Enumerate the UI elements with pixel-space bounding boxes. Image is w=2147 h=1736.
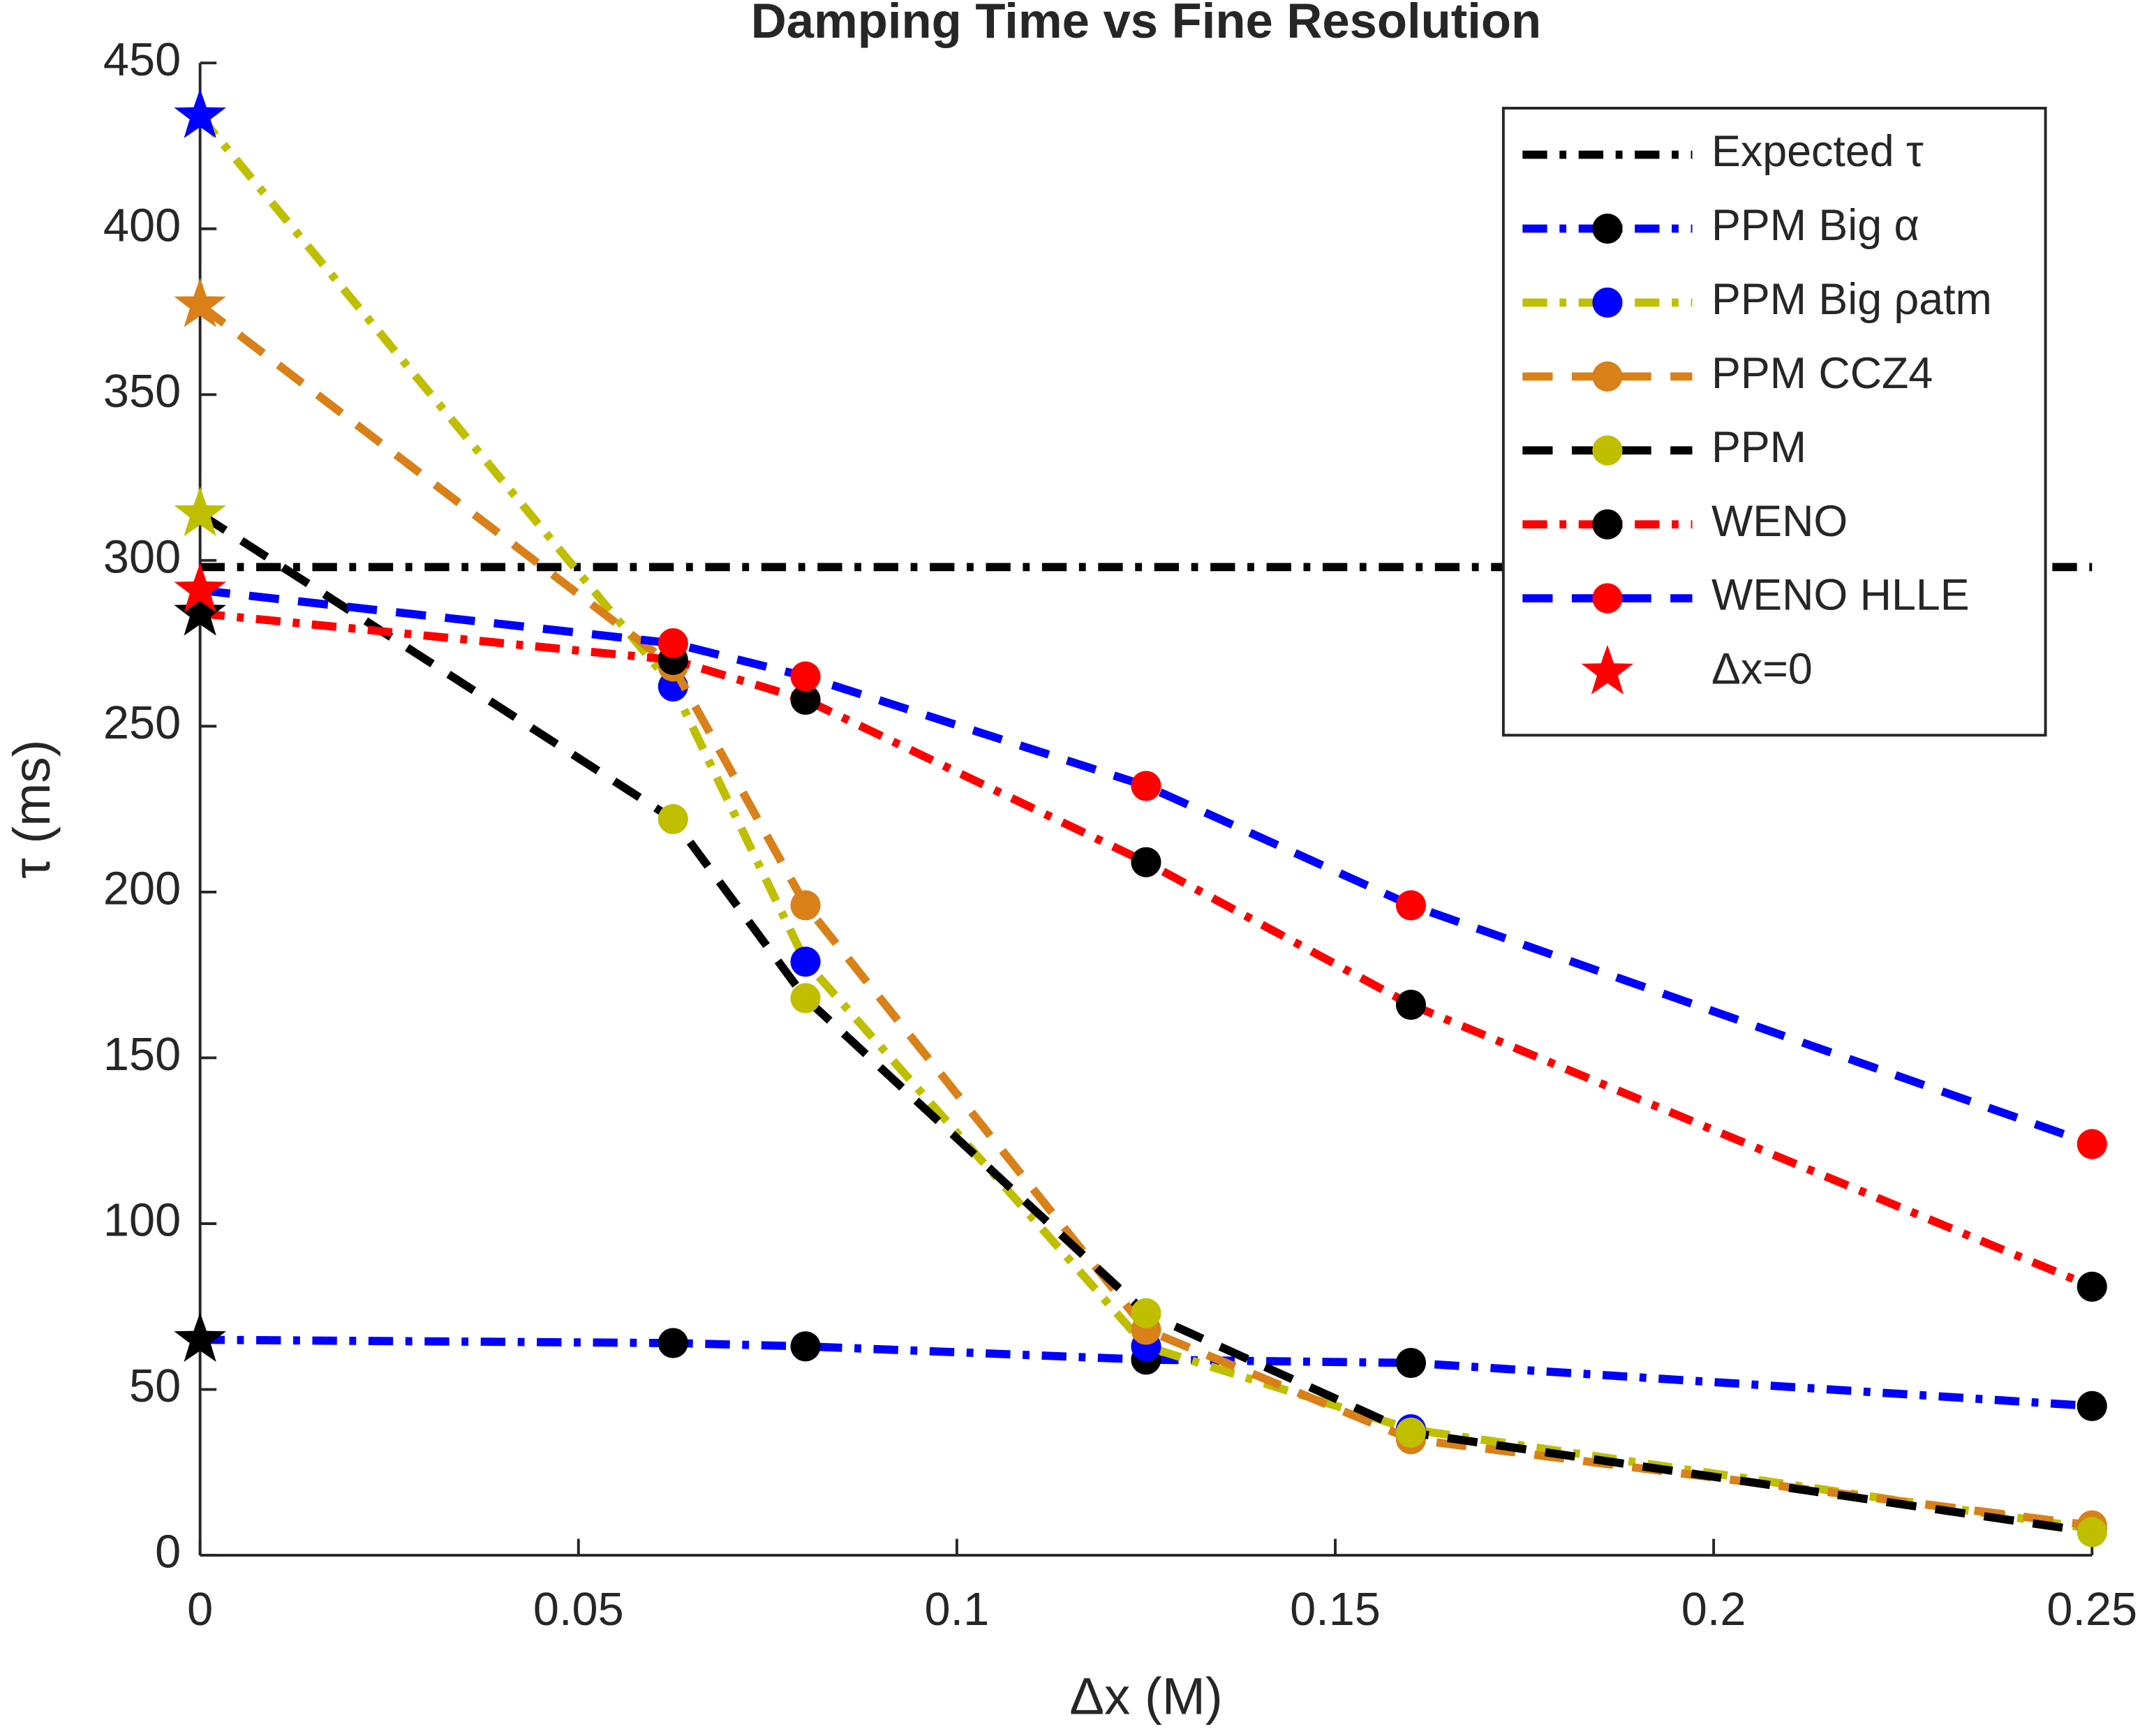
legend-label: PPM [1711,423,1806,472]
y-tick-label: 50 [129,1360,181,1412]
legend-marker [1592,583,1623,614]
star-marker [174,1312,226,1362]
marker [658,628,688,659]
legend-marker [1592,213,1623,244]
y-tick-label: 350 [103,366,181,417]
star-marker [174,586,226,636]
marker [2077,1517,2107,1548]
legend-marker [1592,435,1623,466]
legend-label: WENO HLLE [1711,571,1970,620]
marker [1395,890,1427,921]
marker [658,803,688,834]
star-marker [174,487,226,537]
x-tick-label: 0.1 [925,1584,990,1635]
marker [1395,1347,1427,1379]
series-line [198,510,2093,1536]
legend-marker [1592,287,1623,318]
y-tick-label: 200 [103,863,181,915]
series-line [200,1335,2093,1411]
x-tick-label: 0.05 [533,1584,624,1635]
legend-label: PPM Big α [1711,201,1919,250]
marker [1395,1417,1427,1448]
chart-title: Damping Time vs Fine Resolution [751,0,1541,48]
legend-star [1581,644,1634,695]
x-tick-label: 0.2 [1681,1584,1746,1635]
x-tick-label: 0.25 [2046,1584,2137,1635]
marker [790,1331,821,1362]
marker [790,947,821,977]
marker [790,890,821,921]
y-tick-label: 100 [103,1195,181,1247]
y-tick-label: 400 [103,200,181,251]
series-line [197,113,2093,1533]
y-tick-label: 0 [155,1527,181,1578]
x-tick-label: 0 [187,1584,213,1635]
marker [790,684,821,715]
y-tick-label: 450 [103,34,181,86]
marker [790,983,821,1014]
y-axis-label: τ (ms) [3,740,61,879]
x-tick-label: 0.15 [1290,1584,1381,1635]
star-marker [174,89,226,138]
marker [1131,847,1161,877]
series-line [198,302,2093,1530]
legend-label: WENO [1711,497,1848,546]
star-marker [174,277,226,327]
legend-label: Expected τ [1711,127,1924,176]
marker [1131,1298,1161,1328]
legend-box [1501,106,2047,737]
series-line [200,609,2094,1291]
marker [2077,1390,2107,1421]
marker [1395,989,1427,1021]
legend-label: PPM Big ρatm [1711,275,1992,324]
series-line [199,586,2094,1148]
marker [658,1328,688,1358]
marker [1131,771,1161,801]
marker [2077,1271,2107,1302]
marker [2077,1129,2107,1159]
legend-marker [1592,361,1623,392]
star-marker [174,563,226,613]
y-tick-label: 300 [103,531,181,583]
legend-marker [1592,509,1623,540]
legend-label: Δx=0 [1711,645,1813,694]
legend: Expected τ PPM Big α PPM Big ρatm PPM CCZ4 P… [1501,106,2047,737]
x-axis-label: Δx (M) [1069,1668,1222,1726]
legend-label: PPM CCZ4 [1711,349,1933,398]
marker [790,661,821,692]
y-tick-label: 150 [103,1029,181,1081]
y-tick-label: 250 [103,697,181,749]
